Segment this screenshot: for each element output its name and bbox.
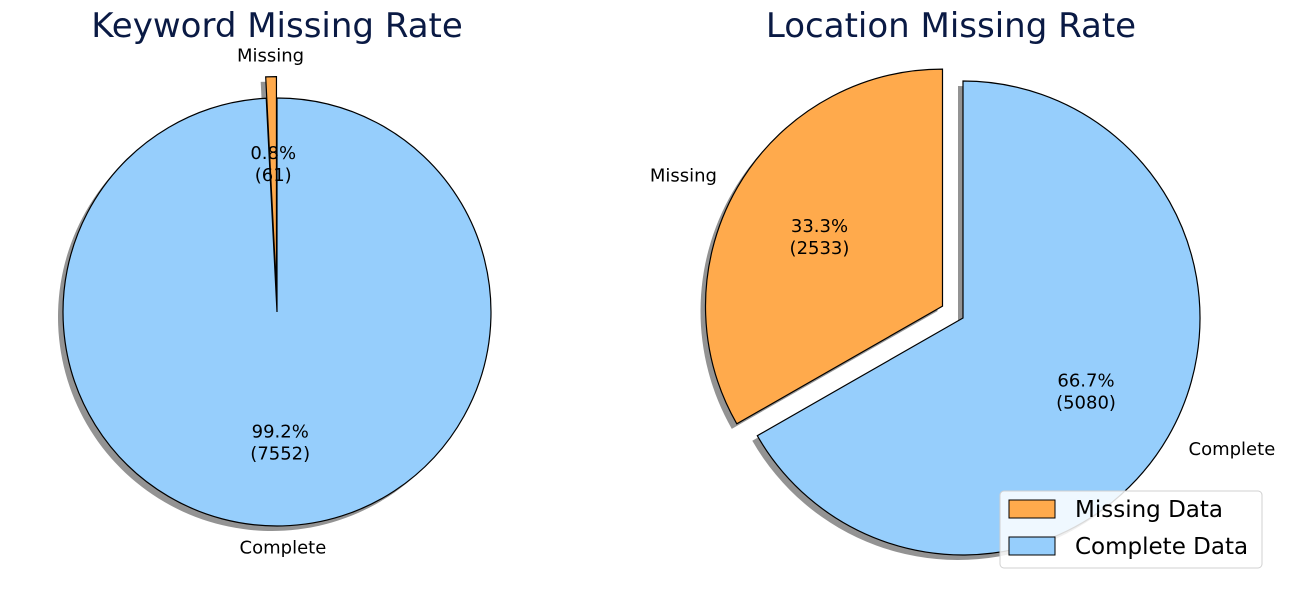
keyword-chart-title: Keyword Missing Rate [91, 6, 463, 46]
location-missing-label: Missing [650, 165, 717, 186]
location-missing-percent: 33.3% [791, 216, 848, 237]
location-complete-percent: 66.7% [1057, 370, 1114, 391]
location-complete-count: (5080) [1056, 392, 1116, 413]
keyword-complete-count: (7552) [250, 443, 310, 464]
keyword-pie-chart: Keyword Missing Rate Missing Complete 0.… [57, 6, 492, 558]
location-missing-count: (2533) [790, 238, 850, 259]
legend-swatch-complete [1008, 536, 1056, 556]
location-missing-slice [704, 68, 944, 425]
keyword-missing-percent: 0.8% [250, 143, 296, 164]
keyword-missing-label: Missing [237, 45, 304, 66]
keyword-missing-count: (61) [255, 165, 292, 186]
legend-frame [999, 490, 1263, 569]
legend: Missing Data Complete Data [999, 490, 1263, 569]
legend-swatch-missing [1008, 499, 1056, 519]
location-complete-slice [756, 80, 1201, 556]
keyword-complete-label: Complete [240, 537, 327, 558]
keyword-complete-slice [62, 97, 492, 527]
location-pie-chart: Location Missing Rate Missing Complete 3… [650, 6, 1276, 569]
location-complete-label: Complete [1189, 439, 1276, 460]
keyword-complete-percent: 99.2% [252, 421, 309, 442]
location-chart-title: Location Missing Rate [766, 6, 1136, 46]
legend-label-missing: Missing Data [1075, 497, 1223, 523]
legend-label-complete: Complete Data [1075, 534, 1248, 560]
